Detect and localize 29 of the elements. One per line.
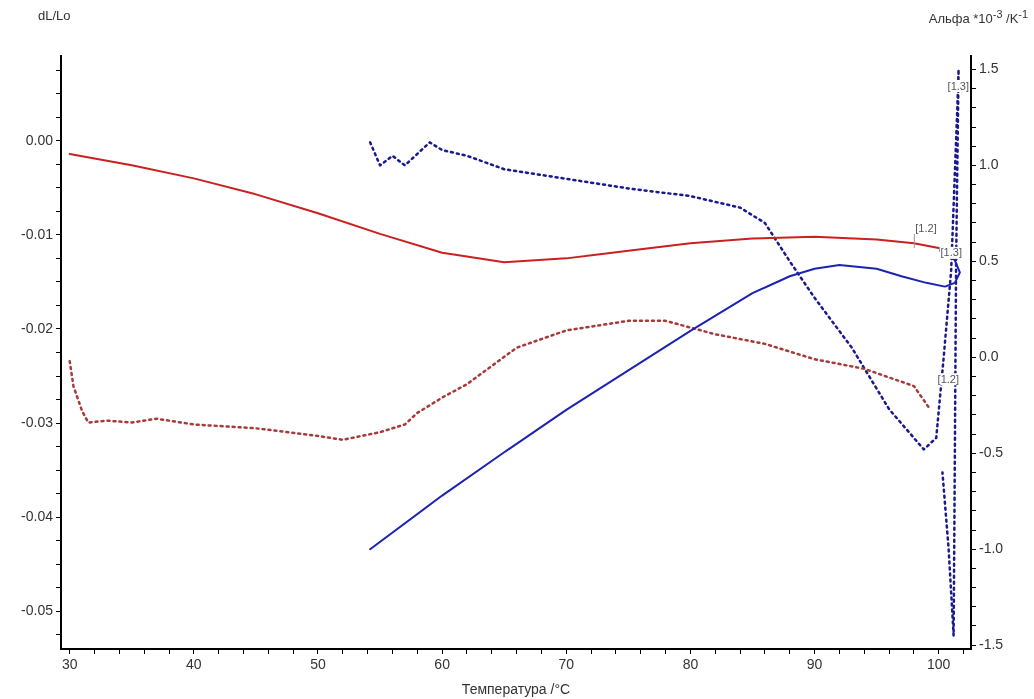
- x-tick-label: 80: [682, 656, 699, 673]
- y2-tick-label: -0.5: [979, 444, 1004, 461]
- y-tick-label: -0.04: [21, 508, 54, 525]
- annotation: [1.3]: [947, 79, 969, 92]
- y-tick-label: -0.01: [21, 225, 54, 242]
- y-tick-label: -0.03: [21, 413, 54, 430]
- y2-tick-label: 0.5: [979, 252, 999, 269]
- x-tick-label: 70: [558, 656, 575, 673]
- y2-tick-label: -1.0: [979, 540, 1004, 557]
- y-tick-label: -0.02: [21, 319, 54, 336]
- y-axis-title: dL/Lo: [38, 8, 71, 23]
- x-tick-label: 40: [186, 656, 202, 673]
- annotation: [1.2]: [915, 221, 937, 234]
- x-tick-label: 90: [806, 656, 823, 673]
- line-series: [68, 319, 932, 442]
- x-tick-label: 60: [434, 656, 451, 673]
- y2-tick-label: 0.0: [979, 348, 999, 365]
- annotation: [1.2]: [937, 372, 959, 385]
- x-tick-label: 100: [927, 656, 951, 673]
- x-tick-label: 50: [310, 656, 326, 673]
- y2-tick-label: 1.5: [979, 60, 999, 77]
- annotation: [1.3]: [940, 246, 962, 259]
- y-tick-label: 0.00: [25, 131, 54, 148]
- y2-tick-label: -1.5: [979, 636, 1004, 653]
- x-axis-title: Температура /°C: [461, 681, 571, 698]
- x-tick-label: 30: [61, 656, 78, 673]
- y-tick-label: -0.05: [21, 602, 54, 619]
- y2-tick-label: 1.0: [979, 156, 999, 173]
- y2-axis-title: Альфа *10$^{-3}$ /K$^{-1}$: [928, 8, 1028, 27]
